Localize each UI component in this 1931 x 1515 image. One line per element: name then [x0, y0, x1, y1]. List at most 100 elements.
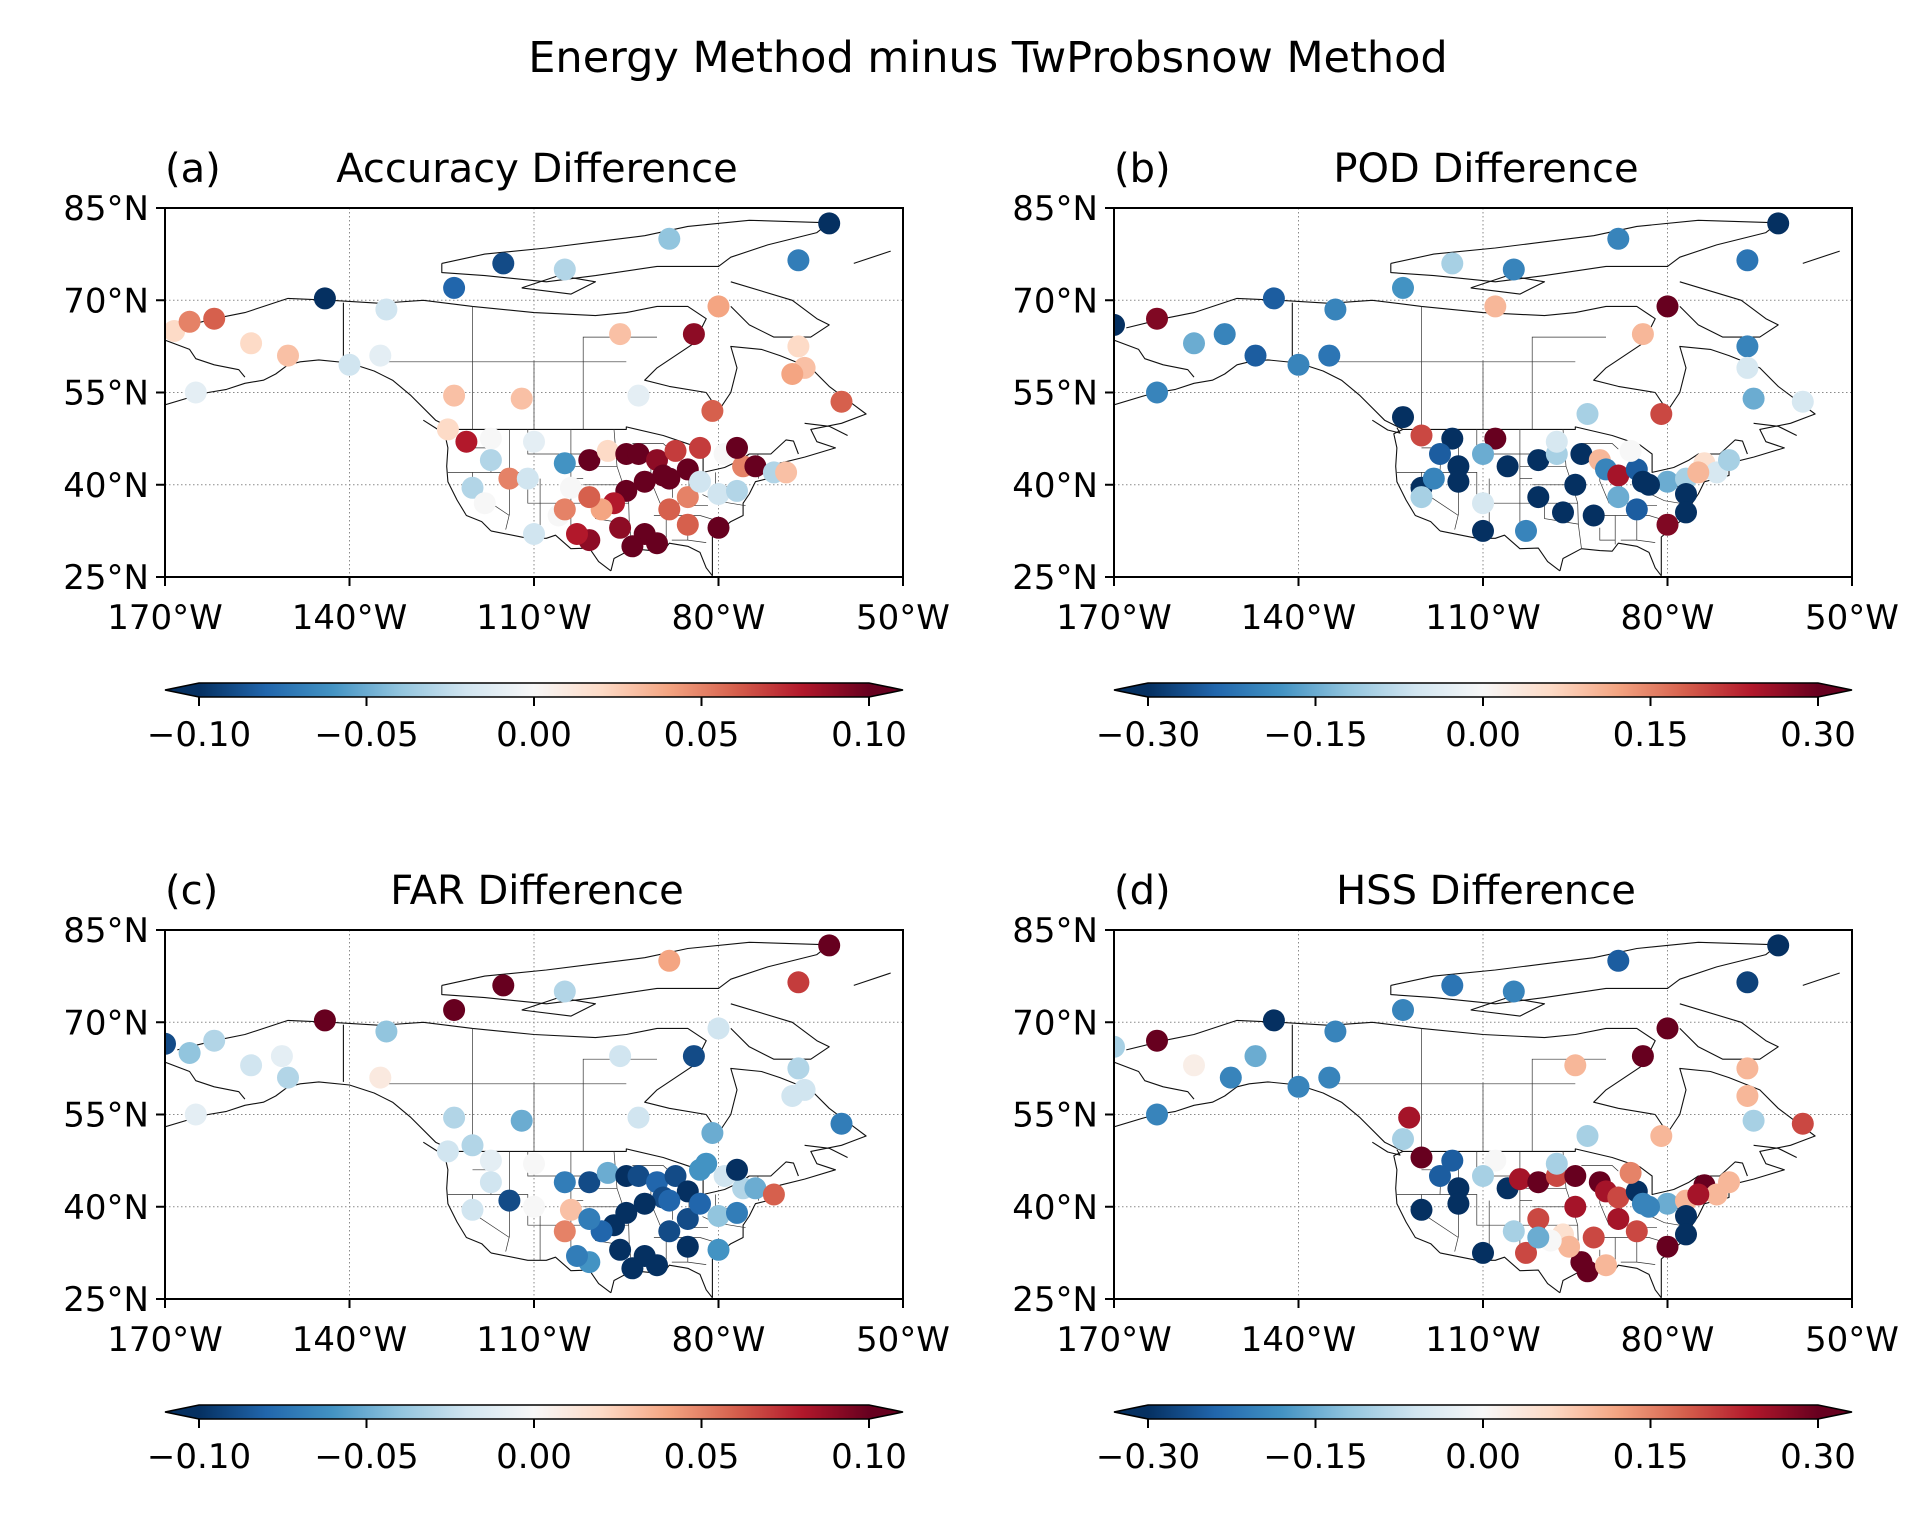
- coastline: [1372, 419, 1401, 434]
- station-point: [1619, 1161, 1642, 1184]
- y-tick-label: 70°N: [63, 281, 149, 321]
- station-point: [566, 1245, 588, 1267]
- colorbar-tick-label: −0.05: [314, 1437, 418, 1477]
- station-point: [701, 399, 724, 422]
- coastline: [1470, 997, 1546, 1017]
- panel-title: FAR Difference: [390, 868, 683, 914]
- colorbar: −0.10 −0.05 0.00 0.05 0.10: [147, 682, 907, 755]
- station-point: [578, 449, 601, 472]
- x-tick-label: 110°W: [1425, 1320, 1541, 1360]
- station-point: [775, 461, 798, 484]
- coastline: [165, 1061, 246, 1100]
- station-point: [1736, 1085, 1759, 1107]
- station-point: [787, 971, 810, 994]
- colorbar-tick-label: 0.00: [496, 715, 572, 755]
- station-point: [1262, 287, 1285, 310]
- station-point: [455, 430, 478, 453]
- colorbar-tick-label: 0.10: [831, 1437, 907, 1477]
- station-point: [479, 1149, 502, 1172]
- station-point: [479, 427, 502, 450]
- coastline: [1114, 339, 1195, 378]
- station-point: [1595, 1254, 1617, 1277]
- station-point: [1527, 1208, 1550, 1230]
- panel-title: Accuracy Difference: [336, 146, 738, 192]
- station-point: [1502, 1220, 1525, 1243]
- colorbar-extend-min: [165, 683, 199, 697]
- station-point: [1508, 1168, 1531, 1191]
- station-point: [553, 452, 576, 475]
- station-point: [726, 1158, 748, 1181]
- station-point: [781, 1085, 804, 1107]
- station-point: [184, 1103, 207, 1126]
- station-point: [1552, 501, 1574, 524]
- station-point: [787, 1057, 810, 1080]
- coastline: [1679, 1003, 1779, 1060]
- coastline: [177, 1019, 867, 1298]
- station-point: [1638, 1195, 1660, 1218]
- colorbar-tick-label: 0.10: [831, 715, 907, 755]
- coastline: [454, 1148, 799, 1196]
- station-point: [1767, 934, 1790, 957]
- station-point: [1736, 1057, 1759, 1080]
- coastline: [1403, 1148, 1748, 1196]
- y-tick-label: 25°N: [63, 558, 149, 598]
- station-point: [1244, 1045, 1267, 1068]
- panel-c: (c) FAR Difference 170°W 140°W 110°W 80°W 50°W…: [63, 868, 950, 1477]
- y-tick-label: 70°N: [63, 1003, 149, 1043]
- y-tick-label: 55°N: [1012, 1096, 1098, 1136]
- station-point: [726, 436, 748, 459]
- coastline: [521, 275, 597, 295]
- y-tick-label: 25°N: [1012, 558, 1098, 598]
- station-point: [596, 439, 619, 462]
- x-tick-label: 140°W: [1241, 598, 1357, 638]
- station-point: [184, 381, 207, 404]
- station-point: [1398, 1106, 1421, 1129]
- station-point: [553, 498, 576, 521]
- y-tick-label: 85°N: [63, 911, 149, 951]
- border-line: [582, 336, 657, 362]
- station-point: [682, 1045, 705, 1068]
- station-point: [498, 1189, 521, 1212]
- station-point: [1545, 430, 1568, 453]
- colorbar: −0.30 −0.15 0.00 0.15 0.30: [1096, 1404, 1856, 1477]
- station-point: [627, 1106, 650, 1129]
- station-point: [707, 1238, 730, 1261]
- station-point: [1791, 390, 1814, 413]
- station-point: [1324, 298, 1347, 321]
- station-point: [701, 1122, 724, 1144]
- station-point: [578, 1171, 601, 1194]
- station-point: [676, 486, 699, 509]
- colorbar-tick-label: −0.30: [1096, 715, 1200, 755]
- colorbar-tick-label: −0.05: [314, 715, 418, 755]
- station-point: [375, 298, 398, 321]
- coastline: [1372, 1141, 1401, 1156]
- panel-b: (b) POD Difference 170°W 140°W 110°W 80°W 50°W…: [1012, 146, 1899, 755]
- station-point: [443, 999, 466, 1021]
- x-tick-label: 170°W: [107, 598, 223, 638]
- station-point: [1564, 1195, 1587, 1218]
- station-point: [1324, 1020, 1347, 1043]
- station-point: [1392, 999, 1414, 1021]
- station-point: [1472, 1165, 1494, 1187]
- coastline: [1390, 941, 1779, 1005]
- border-line: [687, 539, 707, 543]
- station-point: [1472, 492, 1494, 515]
- station-point: [658, 1189, 681, 1212]
- x-tick-label: 50°W: [856, 1320, 950, 1360]
- station-point: [1484, 1149, 1507, 1172]
- station-point: [1675, 501, 1697, 524]
- station-point: [627, 384, 650, 407]
- station-point: [781, 363, 804, 385]
- station-point: [689, 436, 711, 459]
- coastline: [730, 281, 830, 338]
- station-point: [1570, 443, 1593, 465]
- station-point: [1146, 1103, 1168, 1126]
- station-point: [689, 1192, 711, 1215]
- station-point: [1441, 427, 1464, 450]
- coastline: [1802, 972, 1840, 986]
- coastline: [165, 1081, 492, 1254]
- station-point: [1410, 1198, 1433, 1221]
- station-point: [369, 1066, 392, 1089]
- panel-label: (b): [1114, 146, 1171, 192]
- border-line: [1581, 1165, 1619, 1172]
